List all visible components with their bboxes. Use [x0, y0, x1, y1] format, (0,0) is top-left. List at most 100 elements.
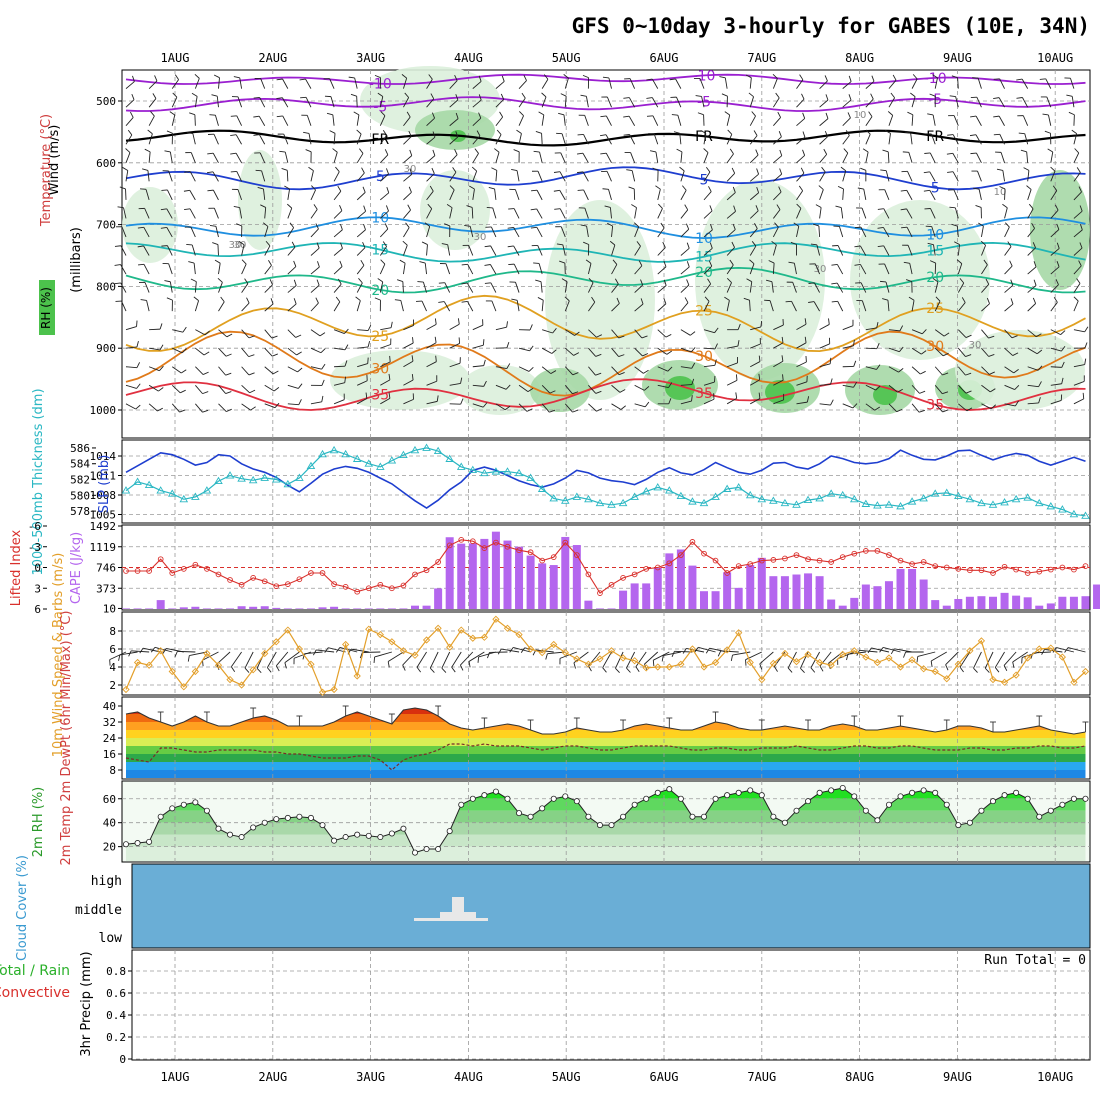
wind-barb [634, 329, 643, 339]
wind-barb-flag [961, 297, 966, 303]
wind-barb-flag [504, 405, 511, 411]
label-wind: Wind (m/s) [47, 125, 62, 196]
wind-speed-point [850, 647, 858, 655]
wind-barb [930, 208, 936, 219]
thickness-point [456, 462, 466, 470]
wind-barb-flag [1002, 203, 1008, 209]
wind-barb [1050, 229, 1060, 238]
cape-bar [202, 608, 211, 609]
thickness-point [433, 446, 443, 455]
wind-barb [426, 361, 437, 368]
li-point [678, 552, 684, 558]
wind-barb-flag [655, 185, 661, 190]
wind-barb [894, 648, 913, 653]
wind-barb [518, 115, 524, 126]
thickness-point [584, 494, 593, 503]
wind-barb [559, 208, 566, 219]
wind-barb-flag [256, 667, 262, 673]
wind-barb [611, 403, 622, 410]
wind-barb-flag [1031, 222, 1035, 229]
wind-speed-point [908, 656, 916, 664]
wind-barb [194, 78, 200, 89]
wind-barb [194, 300, 200, 312]
wind-barb-flag [152, 93, 157, 99]
wind-barb-flag [174, 651, 178, 658]
wind-barb [536, 227, 543, 238]
wind-barb-flag [117, 206, 124, 209]
wind-barb [191, 244, 196, 256]
wind-barb-flag [411, 374, 414, 381]
wind-barb-flag [459, 664, 464, 671]
wind-barb [283, 133, 289, 145]
rh-point [550, 795, 557, 802]
li-point [955, 566, 962, 572]
day-label-bottom: 10AUG [1037, 1070, 1073, 1084]
wind-barb [749, 173, 759, 182]
wind-barb [125, 117, 134, 127]
wind-barb [218, 384, 227, 394]
tick-label: 800 [96, 280, 116, 293]
rh-region [1030, 170, 1090, 290]
wind-barb [842, 325, 854, 331]
wind-barb [148, 384, 159, 392]
wind-barb [472, 384, 484, 387]
wind-barb-flag [140, 299, 147, 301]
wind-barb [212, 189, 219, 201]
wind-barb-flag [535, 130, 542, 134]
isotherm-line [125, 330, 1086, 397]
wind-speed-point [804, 650, 812, 659]
cape-bar [931, 600, 940, 609]
wind-barb [703, 133, 707, 145]
wind-barb-flag [1032, 242, 1036, 249]
wind-barb-flag [643, 369, 649, 374]
li-point [851, 550, 858, 557]
wind-barb [726, 247, 735, 256]
wind-barb [264, 284, 273, 293]
wind-barb-flag [164, 150, 171, 153]
wind-barb [287, 246, 296, 256]
cape-bar [711, 591, 720, 609]
cape-bar [549, 565, 558, 609]
wind-barb [148, 98, 157, 108]
wind-barb-flag [276, 78, 283, 81]
wind-barb-flag [136, 362, 141, 368]
wind-barb [750, 398, 761, 405]
thickness-point [121, 486, 131, 494]
thickness-point [780, 498, 790, 507]
wind-barb-flag [694, 647, 699, 653]
wind-barb [379, 246, 387, 256]
wind-barb [495, 384, 507, 390]
cape-bar [908, 568, 917, 609]
wind-barb [911, 78, 918, 89]
wind-barb-flag [726, 277, 732, 283]
wind-barb-flag [804, 318, 807, 325]
wind-barb [541, 366, 552, 374]
wind-barb-flag [469, 185, 475, 190]
wind-barb-flag [947, 134, 954, 136]
wind-barb-flag [248, 372, 255, 376]
wind-barb [634, 265, 643, 275]
wind-barb-flag [207, 189, 214, 192]
wind-barb [261, 170, 266, 182]
wind-barb-flag [275, 665, 280, 672]
wind-barb-flag [144, 148, 151, 153]
wind-barb [564, 403, 573, 413]
wind-barb [125, 134, 133, 145]
wind-barb-flag [885, 130, 891, 134]
thickness-point [688, 497, 697, 505]
wind-speed-point [573, 655, 581, 663]
wind-barb [657, 266, 667, 275]
tick-label: 6 [34, 603, 41, 616]
wind-barb [236, 115, 243, 126]
wind-barb-flag [717, 650, 722, 657]
wind-barb-flag [985, 278, 990, 285]
wind-barb-flag [760, 320, 763, 328]
wind-barb-flag [427, 203, 433, 210]
thickness-point [977, 498, 986, 507]
wind-speed-point [758, 675, 766, 684]
cape-bar [1012, 595, 1021, 609]
wind-barb [657, 303, 667, 312]
wind-barb-flag [831, 300, 838, 303]
wind-barb-flag [983, 259, 988, 266]
